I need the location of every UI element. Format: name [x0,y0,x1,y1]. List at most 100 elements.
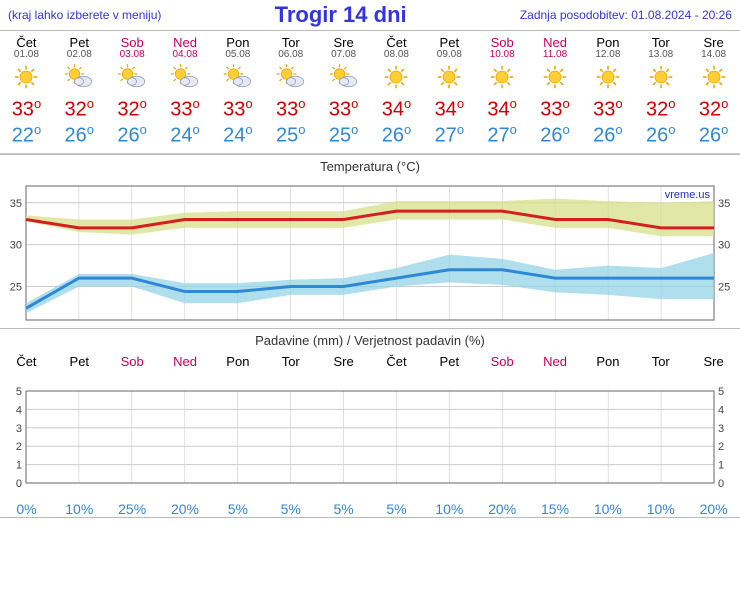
day-name: Čet [370,35,423,50]
svg-text:1: 1 [16,460,22,472]
svg-text:30: 30 [718,240,730,252]
precip-probability: 15% [529,501,582,517]
day-name: Čet [0,35,53,50]
svg-text:4: 4 [718,405,724,417]
weather-icon [0,60,53,94]
precip-probability: 20% [476,501,529,517]
forecast-day-col: Sre 14.08 32o 26o [687,31,740,153]
temp-low: 27o [423,122,476,148]
precip-chart-section: Padavine (mm) / Verjetnost padavin (%) Č… [0,329,740,518]
temp-low: 26o [687,122,740,148]
day-name: Pet [423,35,476,50]
precip-probability: 5% [264,501,317,517]
temp-low: 26o [53,122,106,148]
forecast-day-col: Sob 10.08 34o 27o [476,31,529,153]
precip-day-label: Pet [53,352,106,371]
precip-day-label: Sob [106,352,159,371]
precip-day-label: Ned [159,352,212,371]
temp-low: 26o [581,122,634,148]
precip-probability: 20% [687,501,740,517]
temp-chart-title: Temperatura (°C) [0,155,740,178]
temp-low: 27o [476,122,529,148]
precip-day-label: Pon [211,352,264,371]
day-name: Ned [529,35,582,50]
svg-text:35: 35 [10,198,22,210]
temp-high: 32o [634,96,687,122]
temp-high: 33o [211,96,264,122]
svg-text:3: 3 [718,423,724,435]
day-date: 07.08 [317,49,370,60]
precip-day-label: Čet [370,352,423,371]
temp-high: 32o [687,96,740,122]
weather-icon [634,60,687,94]
precip-day-labels: ČetPetSobNedPonTorSreČetPetSobNedPonTorS… [0,352,740,371]
weather-icon [317,60,370,94]
day-name: Tor [264,35,317,50]
menu-note: (kraj lahko izberete v meniju) [8,8,161,22]
temp-high: 33o [159,96,212,122]
day-date: 13.08 [634,49,687,60]
forecast-day-col: Ned 11.08 33o 26o [529,31,582,153]
day-name: Sre [687,35,740,50]
svg-text:35: 35 [718,198,730,210]
day-date: 10.08 [476,49,529,60]
precip-probability: 10% [634,501,687,517]
svg-text:0: 0 [16,478,22,490]
precip-probability: 5% [211,501,264,517]
temp-high: 33o [264,96,317,122]
temperature-chart-section: Temperatura (°C) 252530303535vreme.us [0,154,740,329]
day-date: 04.08 [159,49,212,60]
day-name: Tor [634,35,687,50]
forecast-day-col: Tor 13.08 32o 26o [634,31,687,153]
forecast-day-col: Pet 02.08 32o 26o [53,31,106,153]
precip-probability: 5% [370,501,423,517]
day-date: 12.08 [581,49,634,60]
precip-day-label: Tor [264,352,317,371]
day-date: 05.08 [211,49,264,60]
weather-icon [211,60,264,94]
precip-probability-row: 0%10%25%20%5%5%5%5%10%20%15%10%10%20% [0,501,740,517]
day-name: Pon [211,35,264,50]
forecast-day-col: Ned 04.08 33o 24o [159,31,212,153]
precip-probability: 10% [423,501,476,517]
temp-low: 26o [106,122,159,148]
temp-high: 34o [476,96,529,122]
svg-text:25: 25 [718,282,730,294]
forecast-day-col: Čet 08.08 34o 26o [370,31,423,153]
header: (kraj lahko izberete v meniju) Trogir 14… [0,0,740,31]
weather-icon [159,60,212,94]
precip-day-label: Sob [476,352,529,371]
day-date: 08.08 [370,49,423,60]
temp-low: 24o [211,122,264,148]
day-date: 09.08 [423,49,476,60]
weather-icon [106,60,159,94]
svg-text:2: 2 [16,442,22,454]
forecast-day-col: Pon 12.08 33o 26o [581,31,634,153]
temp-low: 26o [634,122,687,148]
weather-icon [53,60,106,94]
temp-low: 26o [370,122,423,148]
svg-text:3: 3 [16,423,22,435]
temp-high: 33o [317,96,370,122]
forecast-day-col: Pon 05.08 33o 24o [211,31,264,153]
temp-high: 32o [106,96,159,122]
weather-icon [476,60,529,94]
temp-low: 25o [264,122,317,148]
day-name: Sre [317,35,370,50]
forecast-day-col: Sob 03.08 32o 26o [106,31,159,153]
temp-low: 22o [0,122,53,148]
day-date: 06.08 [264,49,317,60]
forecast-day-col: Čet 01.08 33o 22o [0,31,53,153]
precip-day-label: Tor [634,352,687,371]
svg-text:30: 30 [10,240,22,252]
precip-day-label: Pet [423,352,476,371]
day-date: 02.08 [53,49,106,60]
svg-text:5: 5 [16,386,22,398]
day-date: 03.08 [106,49,159,60]
precip-day-label: Pon [581,352,634,371]
weather-icon [529,60,582,94]
weather-icon [264,60,317,94]
precip-probability: 0% [0,501,53,517]
temp-high: 34o [370,96,423,122]
precip-probability: 25% [106,501,159,517]
